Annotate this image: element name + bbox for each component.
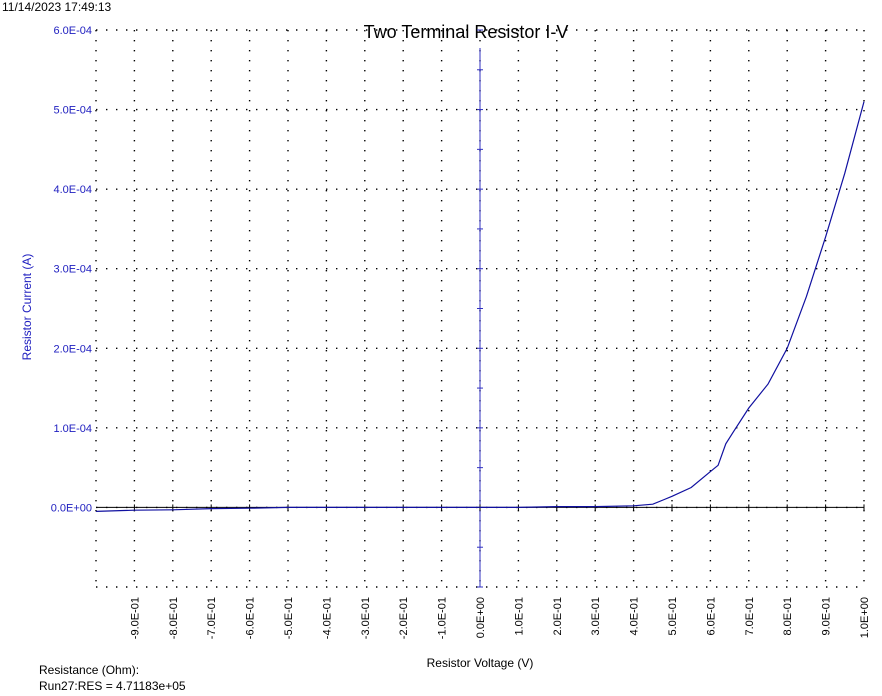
x-tick-label: 2.0E-01 [552, 597, 564, 636]
axes [96, 29, 865, 588]
x-tick-label: -9.0E-01 [129, 597, 141, 639]
y-tick-label: 1.0E-04 [53, 423, 92, 435]
x-tick-label: 5.0E-01 [667, 597, 679, 636]
x-tick-label: -7.0E-01 [206, 597, 218, 639]
x-tick-label: 1.0E+00 [859, 597, 871, 638]
y-tick-label: 2.0E-04 [53, 343, 92, 355]
x-tick-label: 1.0E-01 [513, 597, 525, 636]
y-tick-label: 6.0E-04 [53, 25, 92, 37]
x-tick-label: -3.0E-01 [360, 597, 372, 639]
y-tick-label: 4.0E-04 [53, 184, 92, 196]
x-tick-label: -5.0E-01 [283, 597, 295, 639]
x-tick-label: -1.0E-01 [437, 597, 449, 639]
x-tick-label: 9.0E-01 [821, 597, 833, 636]
x-tick-label: 0.0E+00 [475, 597, 487, 638]
y-tick-label: 0.0E+00 [51, 502, 92, 514]
x-tick-label: 3.0E-01 [590, 597, 602, 636]
y-tick-label: 5.0E-04 [53, 105, 92, 117]
resistance-value: Run27:RES = 4.71183e+05 [39, 679, 186, 693]
x-tick-label: -8.0E-01 [168, 597, 180, 639]
x-tick-label: 7.0E-01 [744, 597, 756, 636]
x-tick-label: -6.0E-01 [245, 597, 257, 639]
y-tick-label: 3.0E-04 [53, 264, 92, 276]
chart-title: Two Terminal Resistor I-V [363, 22, 569, 42]
x-tick-label: 6.0E-01 [705, 597, 717, 636]
x-tick-label: 4.0E-01 [629, 597, 641, 636]
x-tick-label: 8.0E-01 [782, 597, 794, 636]
resistance-label: Resistance (Ohm): [39, 663, 140, 677]
timestamp: 11/14/2023 17:49:13 [2, 0, 112, 14]
series-line [95, 101, 865, 512]
y-axis-label: Resistor Current (A) [20, 253, 34, 361]
x-tick-label: -2.0E-01 [398, 597, 410, 639]
series-group [95, 101, 865, 512]
x-axis-label: Resistor Voltage (V) [426, 656, 534, 670]
x-tick-label: -4.0E-01 [321, 597, 333, 639]
tick-labels: 0.0E+00 1.0E-04 2.0E-04 3.0E-04 4.0E-04 5.0E-… [51, 25, 871, 639]
